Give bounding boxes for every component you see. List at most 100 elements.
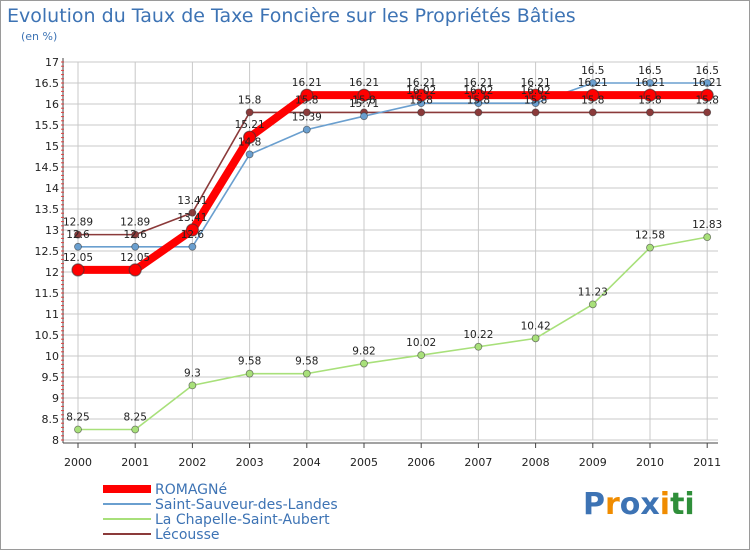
data-label: 15.8 <box>295 94 318 106</box>
data-point <box>188 208 197 217</box>
y-tick-label: 14.5 <box>35 161 60 174</box>
data-point <box>302 369 311 378</box>
axes: 8 8.5 9 9.5 10 10.5 11 11.5 12 12.5 13 13.5 14 14.5 15… <box>35 56 722 469</box>
data-label: 10.42 <box>521 320 551 332</box>
legend-item-saint-sauveur-des-landes: Saint-Sauveur-des-Landes <box>103 497 338 513</box>
data-label: 15.8 <box>410 94 433 106</box>
x-tick-label: 2001 <box>121 456 149 469</box>
unit-label: (en %) <box>21 30 57 43</box>
data-label: 15.8 <box>467 94 490 106</box>
data-label: 9.82 <box>352 346 375 358</box>
data-point <box>531 334 540 343</box>
x-tick-label: 2000 <box>64 456 92 469</box>
y-tick-label: 14 <box>45 182 59 195</box>
y-tick-label: 12.5 <box>35 245 60 258</box>
data-label: 8.25 <box>66 412 89 424</box>
data-label: 13.41 <box>177 212 207 224</box>
data-point <box>71 263 85 277</box>
logo-letter: i <box>659 487 671 522</box>
data-label: 15.71 <box>349 98 379 110</box>
series-la-chapelle-saint-aubert <box>74 233 712 434</box>
data-label: 15.8 <box>581 94 604 106</box>
data-point <box>245 108 254 117</box>
x-tick-label: 2003 <box>236 456 264 469</box>
y-tick-label: 13.5 <box>35 203 60 216</box>
data-point <box>417 351 426 360</box>
data-point <box>131 425 140 434</box>
series-line <box>78 236 708 431</box>
y-tick-label: 16 <box>45 98 59 111</box>
legend-label: Saint-Sauveur-des-Landes <box>155 497 338 513</box>
x-tick-label: 2002 <box>178 456 206 469</box>
y-tick-label: 10 <box>45 350 59 363</box>
data-point <box>646 108 654 117</box>
data-point <box>188 381 197 390</box>
series-saint-sauveur-des-landes <box>74 79 712 251</box>
data-label: 16.02 <box>406 85 436 97</box>
data-point <box>588 300 597 309</box>
data-point <box>588 108 597 117</box>
data-point <box>245 150 254 159</box>
data-label: 16.21 <box>521 77 551 89</box>
data-label: 15.8 <box>352 94 375 106</box>
logo-letter: P <box>583 487 605 522</box>
data-point <box>357 88 371 102</box>
data-point <box>700 88 714 102</box>
x-tick-label: 2007 <box>464 456 492 469</box>
x-tick-label: 2004 <box>293 456 321 469</box>
data-point <box>703 108 712 117</box>
data-point <box>417 108 426 117</box>
data-label: 9.3 <box>184 367 201 379</box>
data-point <box>586 88 600 102</box>
data-label: 15.8 <box>696 94 719 106</box>
y-tick-label: 8 <box>52 434 59 447</box>
series-line <box>78 111 708 236</box>
data-point <box>188 242 197 251</box>
data-point <box>245 369 254 378</box>
legend-item-lecousse: Lécousse <box>103 527 220 543</box>
data-label: 12.6 <box>66 229 90 241</box>
data-label: 12.6 <box>124 229 148 241</box>
data-point <box>703 79 712 87</box>
data-label: 10.02 <box>406 337 436 349</box>
data-point <box>74 425 82 434</box>
data-label: 12.83 <box>692 219 722 231</box>
data-label: 16.02 <box>463 85 493 97</box>
data-label: 12.6 <box>181 229 205 241</box>
data-point <box>302 108 311 117</box>
data-point <box>643 88 657 102</box>
data-point <box>703 233 712 242</box>
data-point <box>300 88 314 102</box>
y-tick-label: 11 <box>45 308 59 321</box>
data-label: 16.21 <box>635 77 665 89</box>
data-label: 15.8 <box>524 94 547 106</box>
legend-label: La Chapelle-Saint-Aubert <box>155 512 330 528</box>
data-label: 16.21 <box>406 77 436 89</box>
data-label: 9.58 <box>238 356 261 368</box>
logo-letter: x <box>640 487 660 522</box>
data-label: 16.21 <box>292 77 322 89</box>
data-label: 16.5 <box>696 65 719 77</box>
data-label: 12.05 <box>120 252 150 264</box>
data-label: 13.41 <box>177 195 207 207</box>
series-line <box>78 91 708 274</box>
data-point <box>128 263 142 277</box>
data-label: 12.89 <box>63 217 93 229</box>
data-point <box>302 125 311 134</box>
data-label: 10.22 <box>463 329 493 341</box>
data-point <box>131 230 140 239</box>
data-point <box>74 230 82 239</box>
data-label: 16.02 <box>521 85 551 97</box>
data-label: 15.21 <box>235 119 265 131</box>
data-point <box>243 130 257 144</box>
data-label: 12.58 <box>635 230 665 242</box>
data-point <box>588 79 597 87</box>
series-group <box>71 79 714 434</box>
y-tick-label: 15 <box>45 140 59 153</box>
data-label: 8.25 <box>124 412 147 424</box>
data-label: 11.23 <box>578 286 608 298</box>
